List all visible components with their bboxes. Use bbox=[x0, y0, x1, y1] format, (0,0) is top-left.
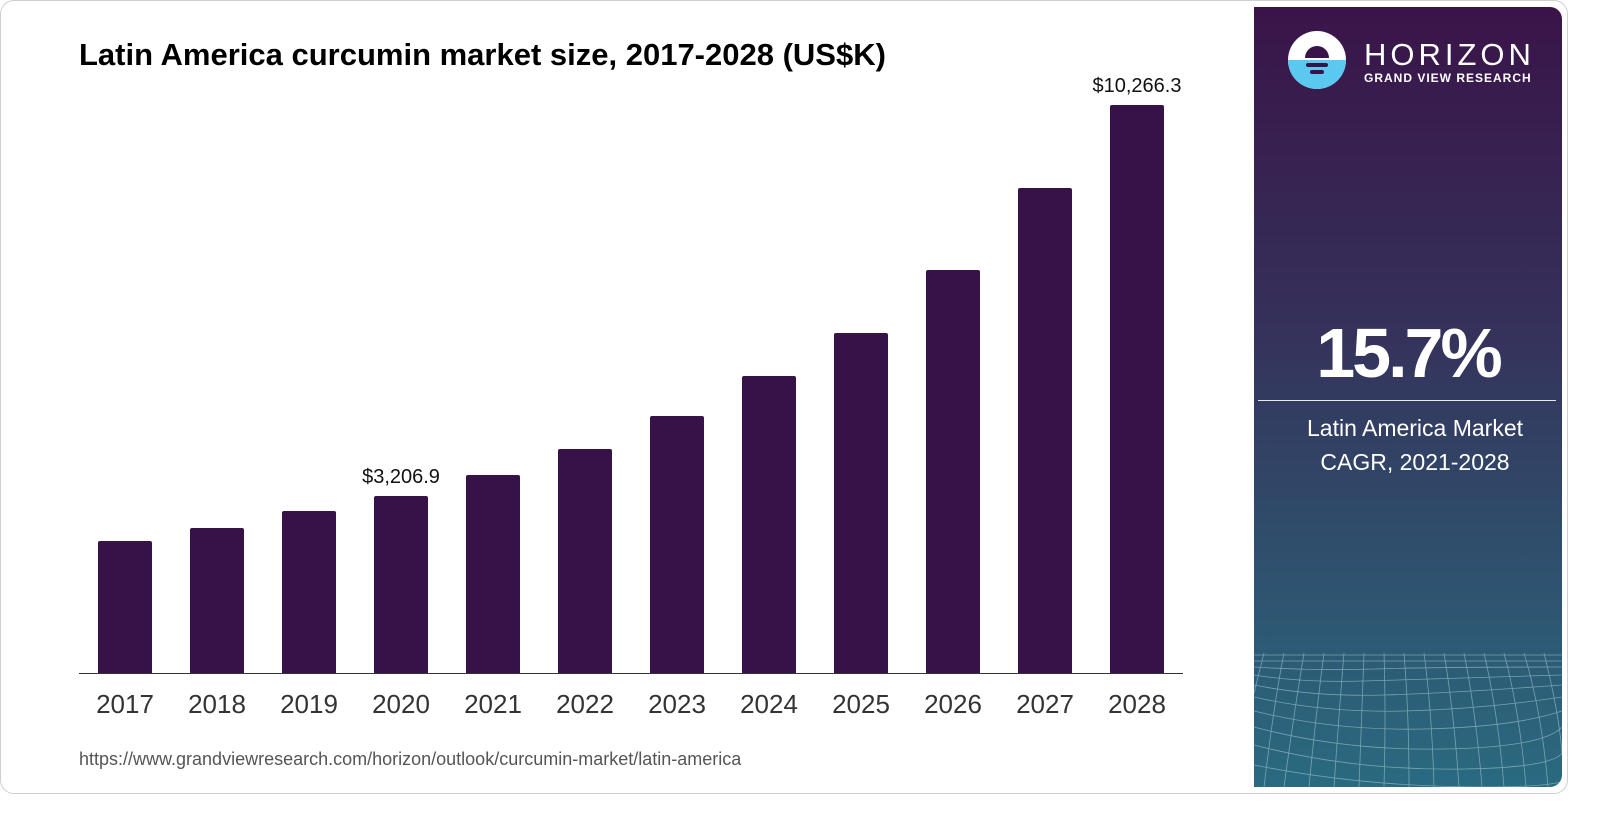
data-label-2020: $3,206.9 bbox=[362, 466, 440, 488]
brand-subtitle: GRAND VIEW RESEARCH bbox=[1364, 71, 1532, 85]
x-tick-2026: 2026 bbox=[924, 689, 982, 719]
x-tick-2022: 2022 bbox=[556, 689, 614, 719]
x-tick-2027: 2027 bbox=[1016, 689, 1074, 719]
bar-2019 bbox=[282, 511, 336, 673]
horizon-sun-logo-icon bbox=[1288, 31, 1346, 89]
x-tick-2018: 2018 bbox=[188, 689, 246, 719]
bar-2018 bbox=[190, 528, 244, 673]
x-tick-2028: 2028 bbox=[1108, 689, 1166, 719]
chart-title: Latin America curcumin market size, 2017… bbox=[79, 37, 886, 72]
x-tick-2017: 2017 bbox=[96, 689, 154, 719]
x-tick-2020: 2020 bbox=[372, 689, 430, 719]
bar-2026 bbox=[926, 270, 980, 673]
sidebar-panel: HORIZON GRAND VIEW RESEARCH 15.7% Latin … bbox=[1254, 7, 1562, 787]
x-tick-2019: 2019 bbox=[280, 689, 338, 719]
cagr-label-line2: CAGR, 2021-2028 bbox=[1320, 449, 1510, 475]
x-tick-2023: 2023 bbox=[648, 689, 706, 719]
bar-2024 bbox=[742, 376, 796, 673]
x-axis-line bbox=[79, 673, 1183, 674]
x-tick-2024: 2024 bbox=[740, 689, 798, 719]
bar-2027 bbox=[1018, 188, 1072, 673]
chart-card: Latin America curcumin market size, 2017… bbox=[0, 0, 1568, 794]
brand-name: HORIZON bbox=[1364, 37, 1535, 72]
source-url: https://www.grandviewresearch.com/horizo… bbox=[79, 749, 742, 769]
cagr-label-line1: Latin America Market bbox=[1306, 415, 1524, 441]
data-label-2028: $10,266.3 bbox=[1092, 75, 1182, 97]
bar-2023 bbox=[650, 416, 704, 673]
bar-2021 bbox=[466, 475, 520, 673]
bar-2017 bbox=[98, 541, 152, 673]
mesh-wave-decoration-icon bbox=[1254, 653, 1562, 787]
x-tick-2021: 2021 bbox=[464, 689, 522, 719]
cagr-value: 15.7% bbox=[1316, 314, 1502, 392]
bar-2025 bbox=[834, 333, 888, 673]
x-tick-2025: 2025 bbox=[832, 689, 890, 719]
bar-2028 bbox=[1110, 105, 1164, 673]
divider bbox=[1258, 400, 1556, 401]
bar-2022 bbox=[558, 449, 612, 673]
cagr-label: Latin America Market CAGR, 2021-2028 bbox=[1254, 411, 1562, 479]
bar-2020 bbox=[374, 496, 428, 673]
plot-area: $3,206.9 $10,266.3 bbox=[79, 71, 1183, 673]
